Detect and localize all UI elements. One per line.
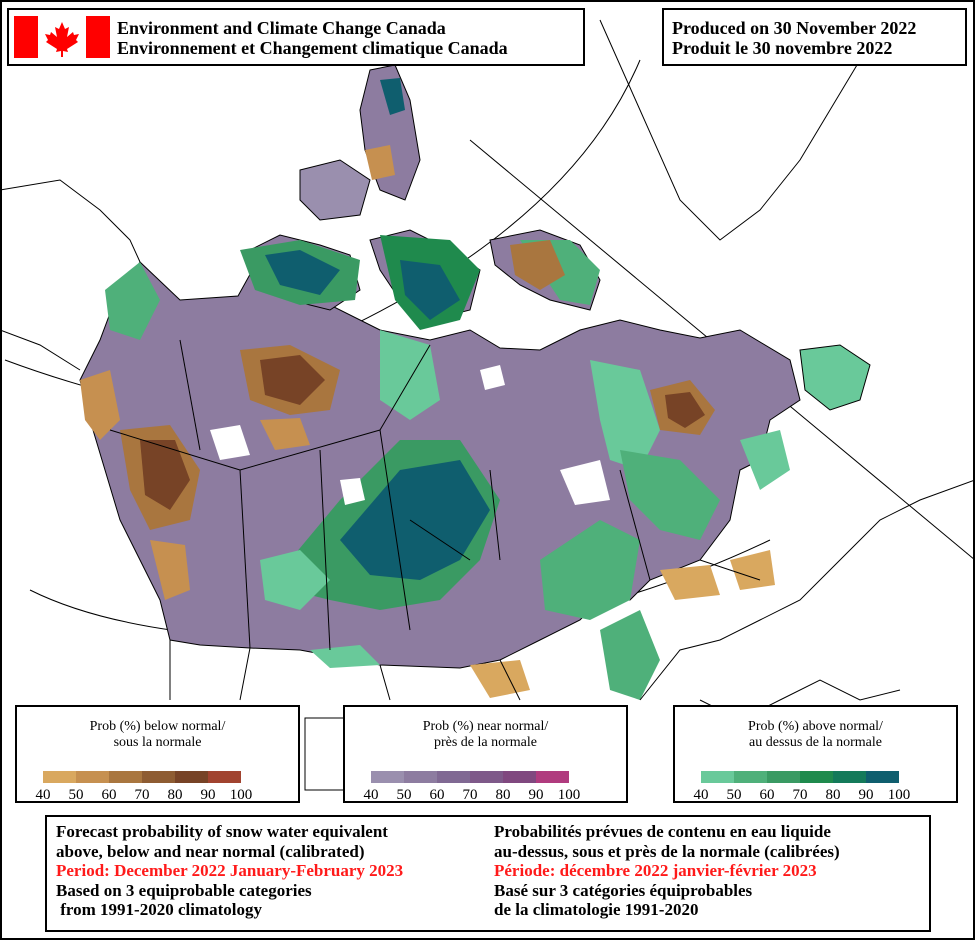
legend-below-swatch-0 (43, 771, 76, 783)
legend-below-swatch-2 (109, 771, 142, 783)
legend-below-tick-50: 50 (68, 787, 84, 803)
legend-above-tick-50: 50 (726, 787, 742, 803)
produced-date-en: Produced on 30 November 2022 (672, 18, 917, 38)
legend-below-tick-80: 80 (167, 787, 183, 803)
desc-fr-line5: de la climatologie 1991-2020 (494, 900, 699, 919)
legend-near-swatch-2 (437, 771, 470, 783)
desc-en-line5: from 1991-2020 climatology (56, 900, 263, 919)
desc-en-period: Period: December 2022 January-February 2… (56, 861, 404, 880)
legend-near-tick-40: 40 (363, 787, 379, 803)
victoria-island (299, 159, 371, 221)
legend-near-scale (371, 771, 569, 783)
flag-left-bar (14, 16, 38, 58)
agency-header: Environment and Climate Change Canada En… (7, 8, 585, 66)
legend-above-title-fr: au dessus de la normale (749, 735, 882, 750)
produced-date-box: Produced on 30 November 2022 Produit le … (662, 8, 967, 66)
legend-near-tick-50: 50 (396, 787, 412, 803)
desc-en-line2: above, below and near normal (calibrated… (56, 841, 365, 861)
description-fr: Probabilités prévues de contenu en eau l… (494, 822, 840, 920)
legend-below-title-fr: sous la normale (113, 735, 202, 750)
produced-date-fr: Produit le 30 novembre 2022 (672, 38, 893, 58)
legend-above-swatch-2 (767, 771, 800, 783)
legend-above-tick-40: 40 (693, 787, 709, 803)
legend-near-swatch-3 (470, 771, 503, 783)
legend-below-tick-60: 60 (101, 787, 117, 803)
legend-near-title-en: Prob (%) near normal/ (422, 719, 549, 734)
legend-below-swatch-1 (76, 771, 109, 783)
legend-above-scale (701, 771, 899, 783)
desc-en-line1: Forecast probability of snow water equiv… (56, 822, 388, 841)
legend-below-tick-100: 100 (229, 787, 253, 803)
legend-below-title-en: Prob (%) below normal/ (89, 719, 226, 734)
legend-below-swatch-3 (142, 771, 175, 783)
legend-near-tick-60: 60 (429, 787, 445, 803)
province-boundaries (109, 339, 761, 651)
legend-near-swatch-4 (503, 771, 536, 783)
legend-above-swatch-5 (866, 771, 899, 783)
forecast-description-box: Forecast probability of snow water equiv… (45, 815, 931, 932)
legend-below-tick-40: 40 (35, 787, 51, 803)
legend-near-tick-100: 100 (557, 787, 581, 803)
legend-above-tick-70: 70 (792, 787, 808, 803)
legend-near-swatch-1 (404, 771, 437, 783)
legend-above-tick-90: 90 (858, 787, 874, 803)
no-data-areas (210, 365, 610, 505)
legend-below-tick-90: 90 (200, 787, 216, 803)
flag-right-bar (86, 16, 110, 58)
legend-below-scale (43, 771, 241, 783)
newfoundland (799, 344, 871, 411)
legend-below-normal: Prob (%) below normal/ sous la normale 4… (15, 705, 300, 803)
legend-near-title-fr: près de la normale (433, 735, 537, 750)
legend-near-tick-80: 80 (495, 787, 511, 803)
agency-name-en: Environment and Climate Change Canada (117, 18, 446, 38)
canada-flag-icon (14, 16, 110, 58)
legend-below-swatch-5 (208, 771, 241, 783)
legend-above-tick-60: 60 (759, 787, 775, 803)
legend-near-swatch-0 (371, 771, 404, 783)
legend-above-normal: Prob (%) above normal/ au dessus de la n… (673, 705, 958, 803)
description-en: Forecast probability of snow water equiv… (56, 822, 403, 920)
desc-en-line4: Based on 3 equiprobable categories (56, 880, 312, 900)
legend-near-tick-70: 70 (462, 787, 478, 803)
legend-above-swatch-3 (800, 771, 833, 783)
desc-fr-line2: au-dessus, sous et près de la normale (c… (494, 841, 840, 861)
legend-above-swatch-0 (701, 771, 734, 783)
legend-below-tick-70: 70 (134, 787, 150, 803)
desc-fr-line4: Basé sur 3 catégories équiprobables (494, 880, 753, 900)
legend-near-swatch-5 (536, 771, 569, 783)
legend-above-tick-100: 100 (887, 787, 911, 803)
legend-above-swatch-1 (734, 771, 767, 783)
legend-above-tick-80: 80 (825, 787, 841, 803)
desc-fr-period: Période: décembre 2022 janvier-février 2… (494, 861, 817, 880)
desc-fr-line1: Probabilités prévues de contenu en eau l… (494, 822, 831, 841)
agency-name-fr: Environnement et Changement climatique C… (117, 38, 508, 58)
legend-below-swatch-4 (175, 771, 208, 783)
legend-above-swatch-4 (833, 771, 866, 783)
above-normal-areas (105, 78, 790, 700)
maple-leaf (45, 22, 79, 57)
legend-near-normal: Prob (%) near normal/ près de la normale… (343, 705, 628, 803)
legend-near-tick-90: 90 (528, 787, 544, 803)
legend-above-title-en: Prob (%) above normal/ (748, 719, 883, 734)
